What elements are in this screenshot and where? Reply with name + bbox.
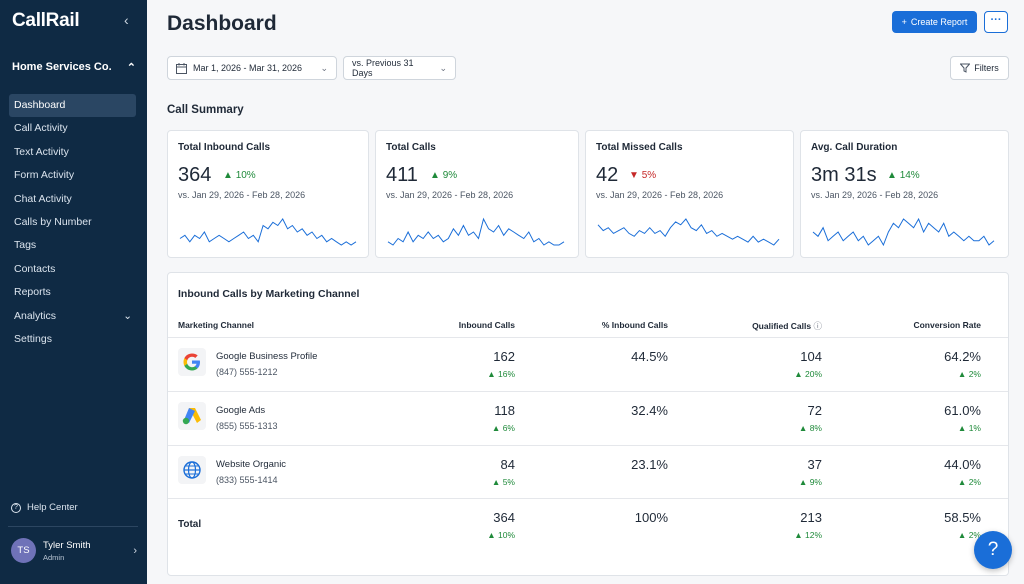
user-role: Admin	[43, 552, 65, 562]
sparkline-series	[597, 218, 780, 246]
summary-card-duration[interactable]: Avg. Call Duration 3m 31s ▲ 14% vs. Jan …	[800, 130, 1009, 258]
card-value: 364	[178, 164, 212, 186]
chevron-down-icon: ⌄	[439, 62, 447, 73]
column-header[interactable]: Conversion Rate	[913, 320, 981, 330]
channels-panel: Inbound Calls by Marketing Channel Marke…	[167, 272, 1009, 576]
call-summary-title: Call Summary	[167, 104, 244, 116]
sidebar-item-form-activity[interactable]: Form Activity	[14, 169, 75, 182]
avatar: TS	[11, 538, 36, 563]
summary-card-total[interactable]: Total Calls 411 ▲ 9% vs. Jan 29, 2026 - …	[375, 130, 579, 258]
more-options-button[interactable]: ···	[984, 11, 1008, 33]
user-name: Tyler Smith	[43, 539, 91, 551]
help-chat-button[interactable]: ?	[974, 531, 1012, 569]
chevron-right-icon: ›	[133, 544, 137, 557]
table-row[interactable]: Google Ads (855) 555-1313 118 ▲ 6% 32.4%…	[168, 392, 1008, 445]
trend-badge: ▼ 5%	[629, 170, 657, 181]
sidebar-item-dashboard[interactable]: Dashboard	[9, 94, 136, 118]
sidebar-item-text-activity[interactable]: Text Activity	[14, 145, 69, 158]
column-header[interactable]: Marketing Channel	[178, 320, 255, 330]
sidebar-item-contacts[interactable]: Contacts	[14, 262, 56, 275]
sidebar: CallRail ‹ Home Services Co. ⌃ Dashboard…	[0, 0, 147, 584]
chevron-down-icon: ⌄	[123, 309, 132, 322]
sidebar-item-chat-activity[interactable]: Chat Activity	[14, 192, 72, 205]
trend-badge: ▲ 9%	[430, 170, 458, 181]
filters-button[interactable]: Filters	[950, 56, 1009, 80]
question-circle-icon: ?	[11, 502, 21, 513]
column-header[interactable]: Qualified Calls ⓘ	[752, 321, 822, 331]
table-row[interactable]: Website Organic (833) 555-1414 84 ▲ 5% 2…	[168, 446, 1008, 499]
compare-period-select[interactable]: vs. Previous 31 Days ⌄	[343, 56, 456, 80]
card-value: 411	[386, 164, 418, 186]
sidebar-item-call-activity[interactable]: Call Activity	[14, 122, 68, 135]
trend-badge: ▲ 14%	[887, 170, 920, 181]
divider	[168, 337, 1008, 338]
sidebar-item-settings[interactable]: Settings	[14, 332, 52, 345]
sidebar-divider	[8, 526, 138, 527]
sparkline-series	[812, 217, 995, 247]
google-ads-icon	[178, 402, 206, 430]
trend-badge: ▲ 10%	[223, 170, 256, 181]
card-value: 3m 31s	[811, 164, 877, 186]
sidebar-item-analytics[interactable]: Analytics ⌄	[9, 305, 136, 328]
plus-icon: +	[901, 17, 907, 27]
total-row: Total 364 ▲ 10% 100% 213 ▲ 12% 58.5% ▲ 2…	[178, 510, 981, 540]
sidebar-item-reports[interactable]: Reports	[14, 286, 51, 299]
sparkline	[387, 217, 565, 246]
google-icon	[178, 348, 206, 376]
page-title: Dashboard	[167, 12, 277, 35]
globe-icon	[178, 456, 206, 484]
info-icon[interactable]: ⓘ	[813, 321, 822, 331]
account-name: Home Services Co.	[12, 61, 112, 73]
user-menu[interactable]: TS Tyler Smith Admin ›	[11, 538, 137, 563]
sparkline	[597, 218, 780, 246]
create-report-button[interactable]: + Create Report	[892, 11, 977, 33]
panel-title: Inbound Calls by Marketing Channel	[178, 288, 360, 300]
table-row[interactable]: Google Business Profile (847) 555-1212 1…	[168, 338, 1008, 391]
divider	[168, 498, 1008, 499]
help-center-link[interactable]: ? Help Center	[11, 502, 78, 513]
collapse-sidebar-icon[interactable]: ‹	[124, 12, 129, 28]
divider	[168, 445, 1008, 446]
sparkline-series	[387, 217, 565, 246]
chevron-down-icon: ⌄	[320, 62, 328, 73]
account-switcher[interactable]: Home Services Co. ⌃	[12, 61, 136, 74]
chevron-up-icon: ⌃	[126, 62, 136, 74]
calendar-icon	[176, 62, 187, 74]
column-header[interactable]: Inbound Calls	[458, 320, 515, 330]
date-range-select[interactable]: Mar 1, 2026 - Mar 31, 2026 ⌄	[167, 56, 337, 80]
column-header[interactable]: % Inbound Calls	[601, 320, 668, 330]
sparkline	[812, 217, 995, 247]
divider	[168, 391, 1008, 392]
card-value: 42	[596, 164, 619, 186]
sparkline-series	[179, 218, 357, 246]
sparkline	[179, 218, 357, 246]
sidebar-nav: Dashboard Call Activity Text Activity Fo…	[9, 94, 136, 351]
callrail-logo[interactable]: CallRail	[12, 10, 80, 31]
summary-card-missed[interactable]: Total Missed Calls 42 ▼ 5% vs. Jan 29, 2…	[585, 130, 794, 258]
filter-icon	[960, 63, 971, 73]
summary-card-inbound[interactable]: Total Inbound Calls 364 ▲ 10% vs. Jan 29…	[167, 130, 369, 258]
sidebar-item-calls-by-number[interactable]: Calls by Number	[14, 215, 92, 228]
sidebar-item-tags[interactable]: Tags	[14, 239, 37, 252]
